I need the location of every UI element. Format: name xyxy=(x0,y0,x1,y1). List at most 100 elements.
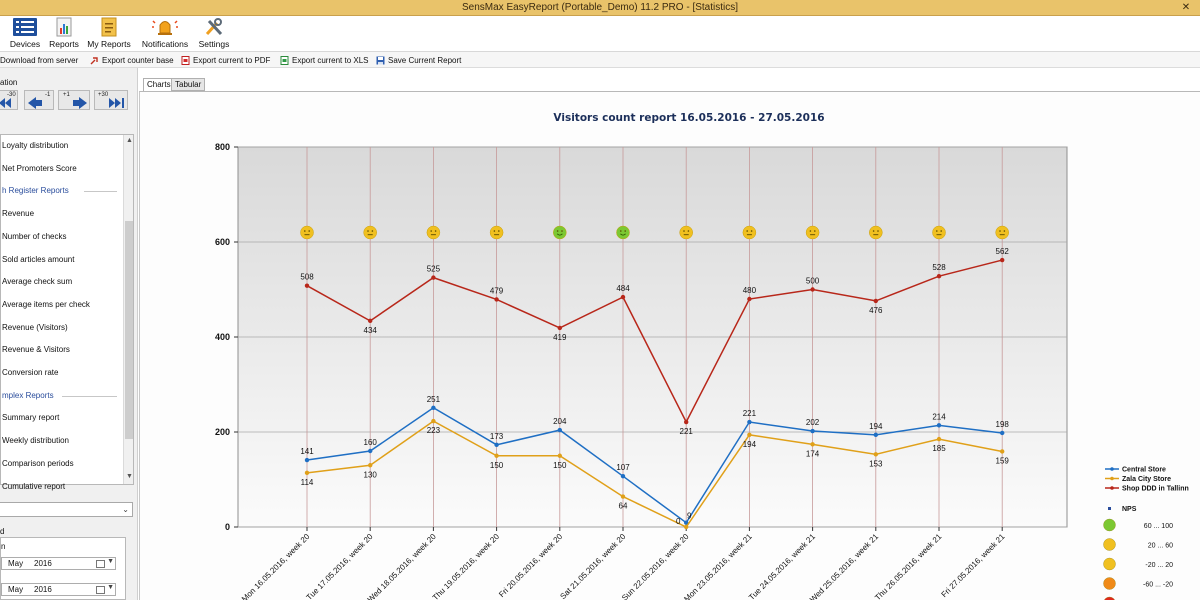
nps-face-eye xyxy=(620,230,622,232)
nav-forward-1-button[interactable]: +1 xyxy=(58,90,90,110)
close-window-button[interactable]: ✕ xyxy=(1172,0,1200,15)
scroll-up-icon[interactable]: ▲ xyxy=(126,137,133,144)
report-list-item[interactable]: Revenue & Visitors xyxy=(2,345,70,355)
x-tick-label: Sat 21.05.2016, week 20 xyxy=(558,532,627,600)
report-list-item[interactable]: Weekly distribution xyxy=(2,436,69,446)
group-divider xyxy=(62,395,117,397)
chart-title: Visitors count report 16.05.2016 - 27.05… xyxy=(553,112,824,124)
y-axis: 0 200 400 600 800 xyxy=(215,142,238,532)
legend-nps-face-icon xyxy=(1103,518,1116,532)
x-tick-label: Mon 16.05.2016, week 20 xyxy=(240,532,312,600)
nps-face-icon xyxy=(489,225,504,240)
report-list-item[interactable]: Net Promoters Score xyxy=(2,163,77,173)
download-from-server-button[interactable]: Download from server xyxy=(0,54,78,66)
export-pdf-label: Export current to PDF xyxy=(193,55,271,65)
data-point xyxy=(368,318,373,324)
data-point xyxy=(368,448,373,454)
data-label: 479 xyxy=(490,286,504,295)
data-point xyxy=(494,453,499,458)
calendar-icon[interactable] xyxy=(96,586,105,594)
nps-face-eye xyxy=(936,230,938,232)
nps-face-icon xyxy=(679,225,693,240)
report-list-item[interactable]: Conversion rate xyxy=(2,368,59,377)
nps-face-icon xyxy=(932,225,946,240)
data-label: 476 xyxy=(869,306,883,315)
chevron-down-icon[interactable]: ▼ xyxy=(107,584,114,591)
data-label: 528 xyxy=(932,263,946,272)
data-point xyxy=(936,274,942,279)
data-point xyxy=(620,473,626,479)
chart-series: 141 160 251 173 204 107 9 221 202 194 214 198 114 130… xyxy=(300,247,1010,530)
export-xls-button[interactable]: Export current to XLS xyxy=(280,54,368,66)
data-point xyxy=(431,405,436,410)
right-arrow-icon xyxy=(73,97,87,109)
nps-face-eye xyxy=(561,230,563,232)
x-tick-label: Thu 26.05.2016, week 21 xyxy=(873,532,944,600)
ribbon: Devices Reports My Reports Notifications… xyxy=(0,16,1200,52)
tab-charts[interactable]: Charts xyxy=(143,78,175,92)
save-current-report-button[interactable]: Save Current Report xyxy=(376,54,461,66)
report-list-scrollbar[interactable]: ▲ ▼ xyxy=(123,135,133,484)
xls-icon xyxy=(280,55,289,65)
export-counter-base-button[interactable]: Export counter base xyxy=(90,54,174,66)
report-list-item[interactable]: Average items per check xyxy=(2,299,90,309)
legend-nps-face-icon xyxy=(1103,538,1116,551)
report-list-item[interactable]: Comparison periods xyxy=(2,458,74,468)
report-list-item[interactable]: Cumulative report xyxy=(2,481,66,491)
left-panel: ation -30 -1 +1 +30 Loyalty distribution… xyxy=(0,68,138,600)
legend-nps-range: -60 ... -20 xyxy=(1143,582,1173,589)
ribbon-reports-button[interactable]: Reports xyxy=(48,17,80,51)
tab-tabular[interactable]: Tabular xyxy=(171,78,206,91)
data-label: 159 xyxy=(996,456,1010,465)
data-label: 500 xyxy=(806,277,820,286)
nav-back-30-button[interactable]: -30 xyxy=(0,90,18,110)
save-report-label: Save Current Report xyxy=(388,55,462,65)
data-point xyxy=(368,463,373,468)
nav-forward-30-button[interactable]: +30 xyxy=(94,90,128,110)
nps-face-icon xyxy=(300,225,314,240)
period-select[interactable]: ⌄ xyxy=(0,502,133,517)
date-from-field[interactable]: May 2016 ▼ xyxy=(1,557,116,570)
report-list: Loyalty distribution Net Promoters Score h… xyxy=(0,134,134,491)
ribbon-my-reports-button[interactable]: My Reports xyxy=(87,17,131,51)
data-point xyxy=(557,427,562,433)
ribbon-notifications-button[interactable]: Notifications xyxy=(141,17,189,51)
chevron-down-icon[interactable]: ▼ xyxy=(107,558,114,565)
nps-face-eye xyxy=(746,230,748,232)
date-to-month: May xyxy=(8,585,24,594)
data-point xyxy=(810,428,815,434)
scroll-down-icon[interactable]: ▼ xyxy=(126,473,133,480)
close-icon: ✕ xyxy=(1181,2,1191,13)
report-list-item[interactable]: Average check sum xyxy=(2,277,73,287)
ribbon-devices-button[interactable]: Devices xyxy=(5,17,45,51)
report-list-item[interactable]: Number of checks xyxy=(2,231,67,241)
report-list-item[interactable]: Loyalty distribution xyxy=(2,141,69,150)
report-list-item[interactable]: Summary report xyxy=(2,413,60,423)
data-label: 0 xyxy=(676,517,681,526)
calendar-icon[interactable] xyxy=(96,560,105,568)
x-tick-label: Tue 24.05.2016, week 21 xyxy=(747,532,817,600)
scrollbar-thumb[interactable] xyxy=(125,221,133,439)
data-point xyxy=(684,520,689,525)
export-pdf-button[interactable]: Export current to PDF xyxy=(181,54,270,66)
report-list-item[interactable]: Revenue (Visitors) xyxy=(2,322,68,332)
period-label-2: n xyxy=(1,542,6,551)
data-point xyxy=(431,275,436,280)
x-tick-label: Thu 19.05.2016, week 20 xyxy=(431,532,502,600)
data-label: 150 xyxy=(490,461,504,470)
date-to-field[interactable]: May 2016 ▼ xyxy=(1,583,116,596)
navigation-heading: ation xyxy=(0,78,18,87)
data-point xyxy=(747,296,752,302)
ribbon-settings-button[interactable]: Settings xyxy=(196,17,232,51)
data-label: 150 xyxy=(553,461,567,470)
data-label: 508 xyxy=(300,273,314,282)
y-tick-label: 800 xyxy=(215,142,230,152)
nav-back-1-button[interactable]: -1 xyxy=(24,90,54,110)
series-line xyxy=(306,420,1003,528)
notifications-icon xyxy=(152,20,178,35)
nps-face-icon xyxy=(742,225,757,240)
report-list-item[interactable]: Revenue xyxy=(2,209,35,219)
nps-face-icon xyxy=(426,225,441,240)
report-list-item[interactable]: Sold articles amount xyxy=(2,254,75,264)
date-range-box: n May 2016 ▼ May 2016 ▼ xyxy=(0,537,126,600)
